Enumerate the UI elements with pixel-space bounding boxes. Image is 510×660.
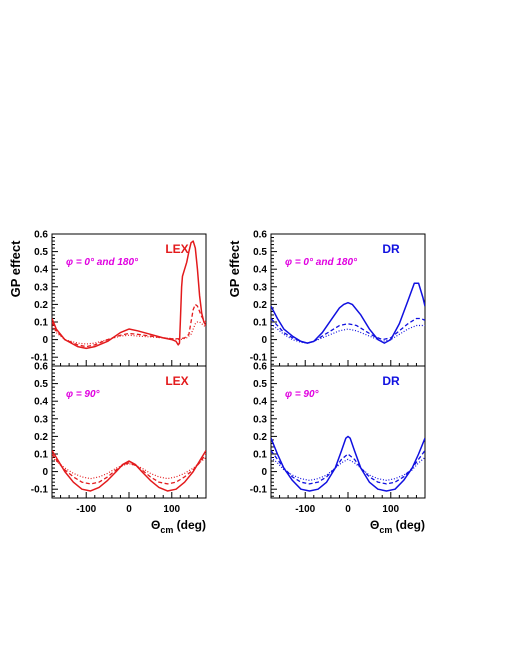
y-tick-label: 0.5	[253, 379, 267, 390]
y-tick-label: 0.2	[34, 300, 48, 311]
series-dotted-line	[271, 457, 425, 481]
y-tick-label: 0.2	[253, 300, 267, 311]
phi-annotation: φ = 90°	[66, 389, 101, 400]
x-axis-label: Θcm (deg)	[370, 518, 425, 535]
series-dashed-line	[271, 450, 425, 485]
y-tick-label: 0.1	[34, 450, 48, 461]
y-tick-label: 0.6	[34, 362, 48, 373]
y-tick-label: -0.1	[31, 353, 49, 364]
x-tick-label: 0	[345, 504, 351, 515]
phi-annotation: φ = 0° and 180°	[66, 257, 139, 268]
x-axis-label-symbol: Θ	[151, 518, 160, 532]
y-tick-label: 0.4	[253, 397, 267, 408]
panel-2: 0.6 0.5 0.4 0.3 0.2 0.1 0 -0.1 GP effect DR φ = 0°…	[227, 230, 426, 367]
x-axis-label-subscript: cm	[160, 525, 173, 535]
series-solid-line	[271, 435, 425, 492]
y-tick-label: 0.5	[253, 247, 267, 258]
series-dotted-line	[52, 457, 206, 480]
y-tick-label: 0.5	[34, 379, 48, 390]
x-tick-label: 0	[126, 504, 132, 515]
model-label: LEX	[165, 242, 188, 256]
series-dotted-line	[52, 321, 206, 345]
y-tick-label: 0.6	[34, 230, 48, 241]
series-dotted-line	[271, 323, 425, 344]
phi-annotation: φ = 90°	[285, 389, 320, 400]
y-tick-label: -0.1	[250, 353, 268, 364]
panel-1: 0.6 0.5 0.4 0.3 0.2 0.1 0 -0.1 GP effect LEX φ = 0…	[8, 230, 207, 367]
y-tick-label: 0.2	[34, 432, 48, 443]
x-axis-label-symbol: Θ	[370, 518, 379, 532]
y-tick-label: 0.6	[253, 230, 267, 241]
model-label: DR	[382, 242, 400, 256]
series-dashed-line	[52, 453, 206, 485]
y-axis-label: GP effect	[8, 240, 23, 298]
plot-frame	[270, 233, 426, 367]
model-label: DR	[382, 374, 400, 388]
y-tick-label: 0	[42, 335, 48, 346]
series-dashed-line	[271, 317, 425, 344]
y-tick-label: 0.3	[34, 414, 48, 425]
x-axis-label-unit: (deg)	[173, 518, 206, 532]
series-solid-line	[52, 450, 206, 492]
x-tick-label: 100	[382, 504, 399, 515]
series-solid-line	[52, 240, 206, 350]
series-solid-line	[271, 282, 425, 344]
y-tick-label: 0.6	[253, 362, 267, 373]
y-tick-label: 0.4	[253, 265, 267, 276]
model-label: LEX	[165, 374, 188, 388]
y-tick-label: 0.3	[253, 282, 267, 293]
y-tick-label: 0.2	[253, 432, 267, 443]
y-tick-label: 0	[261, 335, 267, 346]
y-tick-label: -0.1	[31, 485, 49, 496]
y-tick-label: -0.1	[250, 485, 268, 496]
phi-annotation: φ = 0° and 180°	[285, 257, 358, 268]
x-axis-label-subscript: cm	[379, 525, 392, 535]
y-tick-label: 0.1	[253, 450, 267, 461]
y-tick-label: 0.3	[253, 414, 267, 425]
y-tick-label: 0.4	[34, 265, 48, 276]
y-tick-label: 0.3	[34, 282, 48, 293]
y-tick-label: 0.1	[253, 318, 267, 329]
y-tick-label: 0	[42, 467, 48, 478]
y-tick-label: 0.4	[34, 397, 48, 408]
y-tick-label: 0.5	[34, 247, 48, 258]
y-tick-label: 0.1	[34, 318, 48, 329]
y-axis-label: GP effect	[227, 240, 242, 298]
x-axis-label-unit: (deg)	[392, 518, 425, 532]
y-tick-label: 0	[261, 467, 267, 478]
x-axis-label: Θcm (deg)	[151, 518, 206, 535]
x-tick-label: -100	[295, 504, 315, 515]
series-dashed-line	[52, 303, 206, 348]
x-tick-label: -100	[76, 504, 96, 515]
x-tick-label: 100	[163, 504, 180, 515]
